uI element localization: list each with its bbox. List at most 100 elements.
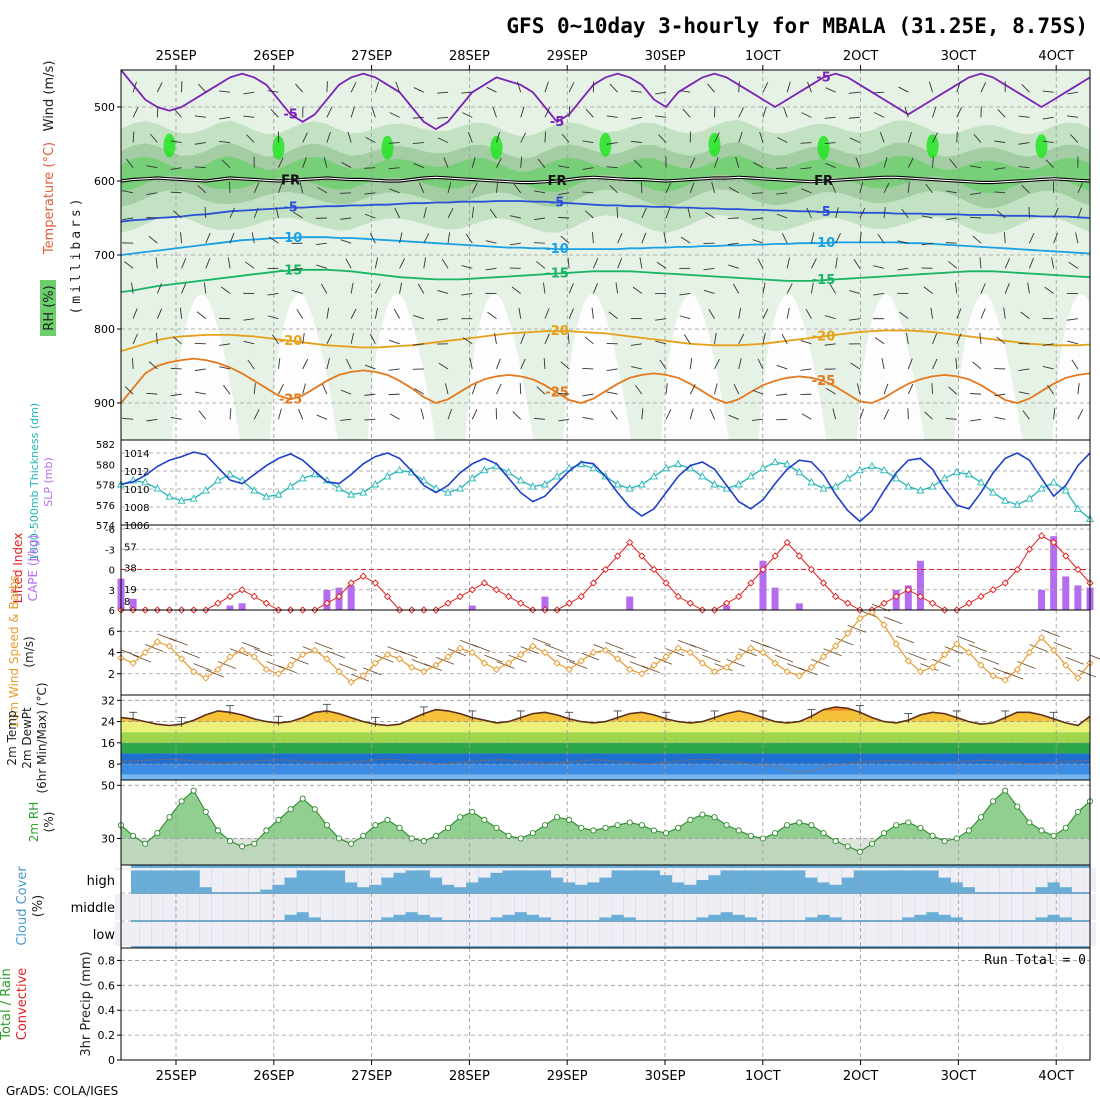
cloud-clear-cell [345, 894, 358, 920]
upper-wind-barb [544, 333, 550, 344]
li-marker [989, 586, 997, 594]
cape-ytick: 8 [124, 597, 130, 608]
upper-wind-barb [689, 357, 693, 370]
upper-wind-barb [994, 167, 1006, 170]
upper-wind-barb [781, 333, 788, 345]
upper-wind-barb [251, 232, 255, 244]
upper-wind-barb [801, 188, 812, 194]
cloud-clear-cell [248, 922, 261, 946]
wind10-marker [262, 665, 270, 674]
cloud-clear-cell [296, 894, 309, 913]
wind10-barb [193, 663, 212, 672]
upper-wind-barb [994, 416, 1006, 420]
upper-wind-barb [969, 216, 982, 219]
thickness-marker [855, 465, 864, 474]
upper-wind-barb [708, 308, 715, 319]
cloud-clear-cell [575, 922, 588, 946]
upper-wind-barb [568, 82, 575, 93]
rh2m-marker [323, 822, 330, 829]
upper-wind-barb [543, 282, 546, 294]
upper-wind-barb [848, 91, 860, 94]
upper-wind-barb [704, 211, 715, 219]
cloud-clear-cell [865, 868, 878, 871]
cape-bar [226, 605, 234, 610]
upper-wind-barb [389, 339, 400, 345]
thickness-marker [480, 465, 489, 474]
cloud-clear-cell [429, 922, 442, 946]
upper-wind-barb [198, 410, 207, 420]
upper-wind-barb [948, 386, 958, 395]
upper-wind-barb [365, 136, 376, 143]
rh2m-marker [772, 830, 779, 837]
wind10-barb [944, 646, 963, 655]
wind10-barb [799, 667, 818, 676]
upper-wind-barb [369, 333, 376, 345]
upper-wind-barb [1004, 283, 1010, 294]
thickness-ytick: 576 [96, 501, 115, 512]
thickness-marker [843, 473, 852, 482]
upper-wind-barb [655, 318, 667, 321]
precip-ytick: 0.2 [98, 1029, 116, 1042]
cloud-clear-cell [950, 868, 963, 883]
thickness-marker [880, 465, 889, 474]
upper-wind-barb [873, 293, 885, 296]
temp-band [121, 732, 1090, 743]
upper-wind-barb [181, 258, 187, 269]
rh2m-marker [444, 824, 452, 831]
upper-wind-barb [340, 418, 352, 421]
upper-wind-barb [757, 358, 764, 370]
wind10-barb [1017, 661, 1036, 669]
cloud-clear-cell [236, 894, 249, 920]
upper-wind-barb [243, 91, 255, 95]
upper-wind-barb [641, 232, 647, 244]
cape-bar [1050, 536, 1058, 610]
upper-wind-barb [496, 131, 501, 143]
upper-wind-barb [728, 264, 739, 269]
cloud-clear-cell [744, 894, 757, 918]
cloud-clear-cell [442, 922, 455, 946]
upper-wind-barb [859, 207, 866, 219]
cloud-clear-cell [962, 922, 975, 946]
cloud-clear-cell [950, 894, 963, 918]
upper-wind-barb [371, 106, 376, 118]
wind10-marker [795, 672, 803, 680]
isotherm-label: -15 [545, 267, 569, 282]
upper-wind-barb [558, 165, 570, 169]
upper-wind-barb [1046, 384, 1055, 395]
thickness-marker [698, 471, 707, 480]
upper-wind-barb [665, 182, 672, 194]
rh2m-marker [469, 808, 476, 815]
rh2m-marker [663, 830, 670, 837]
wind10-barb [980, 656, 1000, 665]
upper-wind-barb [414, 388, 425, 395]
rh-max-blob [163, 133, 176, 158]
li-marker [674, 592, 682, 601]
upper-wind-barb [227, 257, 231, 269]
upper-wind-barb [738, 107, 744, 118]
upper-wind-barb [663, 232, 667, 244]
thickness-marker [456, 484, 465, 492]
wind10-barb [205, 669, 224, 678]
upper-wind-barb [776, 418, 788, 421]
upper-wind-barb [374, 81, 380, 93]
li-ytick: 0 [109, 566, 115, 577]
li-marker [662, 579, 670, 587]
li-marker [504, 592, 513, 601]
upper-wind-barb [996, 210, 1006, 219]
upper-wind-barb [859, 182, 864, 193]
precip-axis-title: 3hr Precip (mm) [79, 951, 94, 1056]
thickness-marker [916, 486, 925, 494]
rh2m-marker [747, 832, 754, 839]
wind10-marker [468, 648, 476, 657]
upper-wind-barb [1066, 318, 1078, 321]
wind10-barb [581, 652, 600, 661]
li-ytick: -3 [105, 545, 115, 556]
wind10-barb [435, 656, 455, 665]
cloud-clear-cell [1059, 894, 1072, 918]
upper-wind-barb [709, 408, 715, 420]
cloud-clear-cell [1047, 868, 1060, 883]
cloud-clear-cell [417, 922, 430, 946]
upper-wind-barb [469, 358, 473, 370]
cloud-clear-cell [139, 894, 152, 920]
